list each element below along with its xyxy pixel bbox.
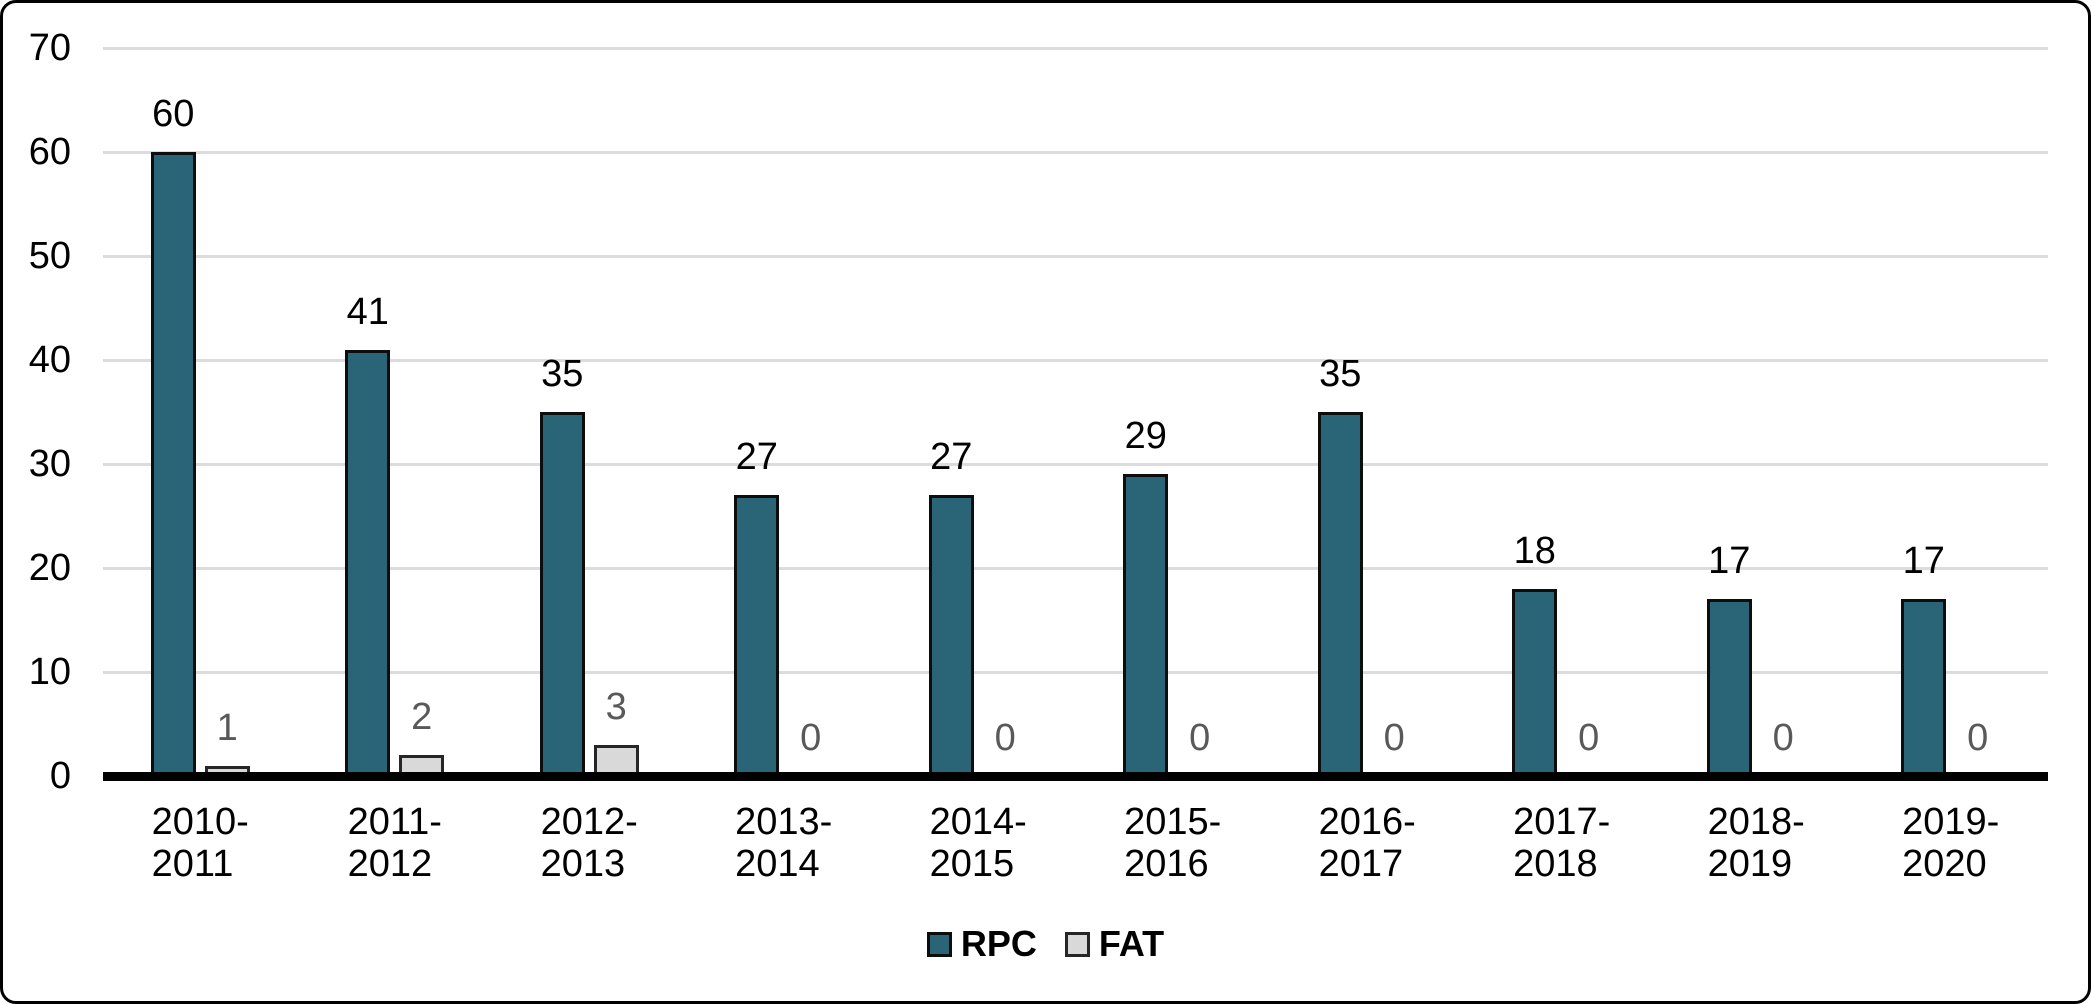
gridline-40 xyxy=(103,358,2048,362)
x-tick-text: 2016- 2017 xyxy=(1318,801,1416,885)
value-label-rpc-2012-2013: 35 xyxy=(541,353,584,395)
legend: RPC FAT xyxy=(3,921,2088,967)
gridline-70 xyxy=(103,46,2048,50)
legend-label-fat: FAT xyxy=(1098,923,1165,964)
value-label-fat-2011-2012: 2 xyxy=(411,696,433,739)
gridline-10 xyxy=(103,670,2048,674)
gridline-20 xyxy=(103,566,2048,570)
legend-item-fat: FAT xyxy=(1064,923,1165,965)
x-tick-text: 2011- 2012 xyxy=(347,801,442,885)
legend-item-rpc: RPC xyxy=(926,923,1037,965)
value-label-rpc-2018-2019: 17 xyxy=(1708,540,1751,583)
x-tick-label-2016-2017: 2016- 2017 xyxy=(1270,801,1464,885)
x-tick-text: 2012- 2013 xyxy=(540,801,638,885)
y-tick-label-30: 30 xyxy=(28,443,71,485)
value-label-rpc-2019-2020: 17 xyxy=(1902,540,1945,583)
y-tick-label-50: 50 xyxy=(28,235,71,277)
value-label-fat-2019-2020: 0 xyxy=(1967,717,1989,759)
bar-rpc-2015-2016 xyxy=(1123,474,1169,776)
value-label-fat-2016-2017: 0 xyxy=(1383,717,1405,759)
bar-rpc-2017-2018 xyxy=(1512,588,1558,776)
value-label-rpc-2014-2015: 27 xyxy=(930,436,973,479)
bar-rpc-2013-2014 xyxy=(734,495,780,776)
value-label-rpc-2013-2014: 27 xyxy=(735,436,778,479)
gridline-30 xyxy=(103,462,2048,466)
y-tick-label-70: 70 xyxy=(28,27,71,69)
value-label-rpc-2016-2017: 35 xyxy=(1319,353,1362,395)
value-label-rpc-2010-2011: 60 xyxy=(152,93,195,135)
x-tick-label-2014-2015: 2014- 2015 xyxy=(881,801,1075,885)
y-tick-label-20: 20 xyxy=(28,547,71,589)
x-tick-text: 2010- 2011 xyxy=(151,801,249,885)
x-tick-text: 2019- 2020 xyxy=(1902,801,2000,885)
y-tick-label-10: 10 xyxy=(28,651,71,693)
x-tick-text: 2015- 2016 xyxy=(1124,801,1222,885)
bar-rpc-2011-2012 xyxy=(345,349,391,776)
bar-rpc-2010-2011 xyxy=(150,152,196,776)
value-label-fat-2017-2018: 0 xyxy=(1578,717,1600,759)
bar-rpc-2014-2015 xyxy=(928,495,974,776)
legend-label-rpc: RPC xyxy=(960,923,1037,964)
x-tick-label-2018-2019: 2018- 2019 xyxy=(1659,801,1853,885)
x-tick-text: 2017- 2018 xyxy=(1513,801,1611,885)
value-label-fat-2018-2019: 0 xyxy=(1772,717,1794,759)
x-tick-label-2019-2020: 2019- 2020 xyxy=(1854,801,2048,885)
bar-rpc-2012-2013 xyxy=(539,412,585,776)
x-tick-text: 2013- 2014 xyxy=(735,801,833,885)
value-label-rpc-2017-2018: 18 xyxy=(1513,529,1556,572)
value-label-rpc-2015-2016: 29 xyxy=(1124,415,1167,458)
bar-fat-2012-2013 xyxy=(593,744,639,776)
value-label-fat-2013-2014: 0 xyxy=(800,717,822,759)
x-tick-label-2017-2018: 2017- 2018 xyxy=(1465,801,1659,885)
x-tick-label-2015-2016: 2015- 2016 xyxy=(1076,801,1270,885)
fat-swatch-icon xyxy=(1064,931,1090,957)
y-tick-label-40: 40 xyxy=(28,339,71,381)
x-tick-text: 2018- 2019 xyxy=(1707,801,1805,885)
value-label-fat-2012-2013: 3 xyxy=(605,685,627,728)
x-tick-label-2013-2014: 2013- 2014 xyxy=(687,801,881,885)
x-tick-label-2012-2013: 2012- 2013 xyxy=(492,801,686,885)
x-axis-line xyxy=(103,771,2048,781)
value-label-rpc-2011-2012: 41 xyxy=(346,290,389,333)
x-tick-label-2010-2011: 2010- 2011 xyxy=(103,801,297,885)
rpc-swatch-icon xyxy=(926,931,952,957)
x-tick-text: 2014- 2015 xyxy=(929,801,1027,885)
value-label-fat-2014-2015: 0 xyxy=(994,717,1016,759)
value-label-fat-2015-2016: 0 xyxy=(1189,717,1211,759)
gridline-60 xyxy=(103,150,2048,154)
bar-rpc-2016-2017 xyxy=(1317,412,1363,776)
x-tick-label-2011-2012: 2011- 2012 xyxy=(298,801,492,885)
gridline-50 xyxy=(103,254,2048,258)
y-tick-label-60: 60 xyxy=(28,131,71,173)
y-tick-label-0: 0 xyxy=(49,755,71,797)
value-label-fat-2010-2011: 1 xyxy=(216,706,238,749)
